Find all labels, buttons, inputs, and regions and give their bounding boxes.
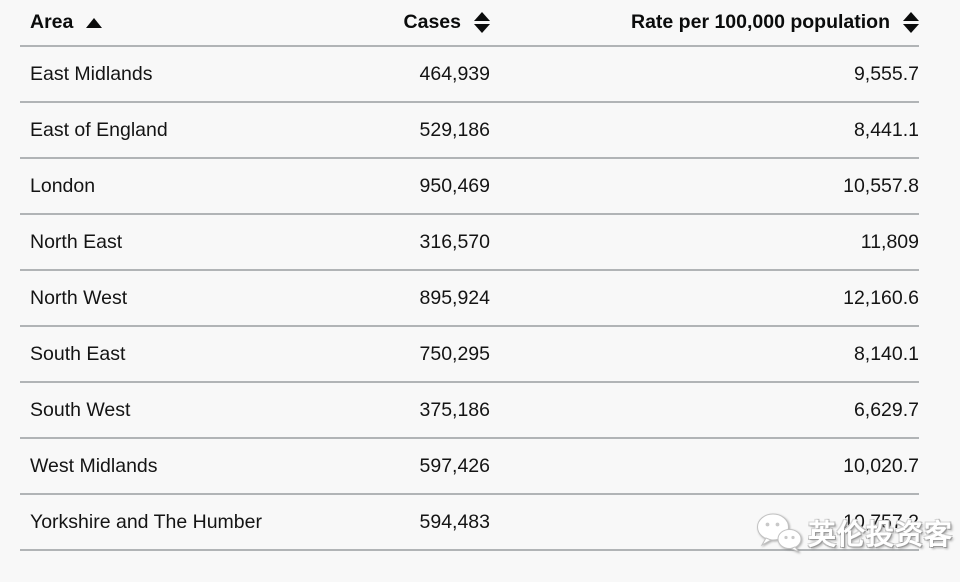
cases-cell: 895,924 xyxy=(320,270,490,327)
sort-both-icon xyxy=(903,12,919,33)
table-row: Yorkshire and The Humber 594,483 10,757.… xyxy=(20,494,919,551)
rate-cell: 8,140.1 xyxy=(490,326,919,383)
cases-cell: 594,483 xyxy=(320,494,490,551)
table-row: South West 375,186 6,629.7 xyxy=(20,382,919,439)
column-header-rate-label: Rate per 100,000 population xyxy=(631,11,890,33)
table-row: South East 750,295 8,140.1 xyxy=(20,326,919,383)
rate-cell: 11,809 xyxy=(490,214,919,271)
cases-cell: 529,186 xyxy=(320,102,490,159)
rate-cell: 9,555.7 xyxy=(490,46,919,103)
area-cell: Yorkshire and The Humber xyxy=(20,494,320,551)
cases-cell: 950,469 xyxy=(320,158,490,215)
area-cell: West Midlands xyxy=(20,438,320,495)
cases-cell: 316,570 xyxy=(320,214,490,271)
area-cell: East of England xyxy=(20,102,320,159)
table-row: North East 316,570 11,809 xyxy=(20,214,919,271)
column-header-rate[interactable]: Rate per 100,000 population xyxy=(490,0,919,47)
rate-cell: 10,020.7 xyxy=(490,438,919,495)
cases-cell: 750,295 xyxy=(320,326,490,383)
cases-cell: 597,426 xyxy=(320,438,490,495)
sort-ascending-icon xyxy=(86,17,103,28)
regional-cases-table: Area Cases Rate per 100,000 population E… xyxy=(20,0,919,551)
table-header-row: Area Cases Rate per 100,000 population xyxy=(20,0,919,47)
table-row: London 950,469 10,557.8 xyxy=(20,158,919,215)
column-header-cases[interactable]: Cases xyxy=(320,0,490,47)
sort-both-icon xyxy=(474,12,490,33)
table-row: North West 895,924 12,160.6 xyxy=(20,270,919,327)
table-row: East of England 529,186 8,441.1 xyxy=(20,102,919,159)
rate-cell: 10,757.2 xyxy=(490,494,919,551)
rate-cell: 10,557.8 xyxy=(490,158,919,215)
table-row: East Midlands 464,939 9,555.7 xyxy=(20,46,919,103)
area-cell: London xyxy=(20,158,320,215)
area-cell: North East xyxy=(20,214,320,271)
area-cell: North West xyxy=(20,270,320,327)
area-cell: East Midlands xyxy=(20,46,320,103)
column-header-area-label: Area xyxy=(30,11,74,33)
rate-cell: 8,441.1 xyxy=(490,102,919,159)
column-header-area[interactable]: Area xyxy=(20,0,320,47)
cases-cell: 375,186 xyxy=(320,382,490,439)
rate-cell: 6,629.7 xyxy=(490,382,919,439)
area-cell: South East xyxy=(20,326,320,383)
table-row: West Midlands 597,426 10,020.7 xyxy=(20,438,919,495)
area-cell: South West xyxy=(20,382,320,439)
cases-cell: 464,939 xyxy=(320,46,490,103)
rate-cell: 12,160.6 xyxy=(490,270,919,327)
column-header-cases-label: Cases xyxy=(403,11,461,33)
